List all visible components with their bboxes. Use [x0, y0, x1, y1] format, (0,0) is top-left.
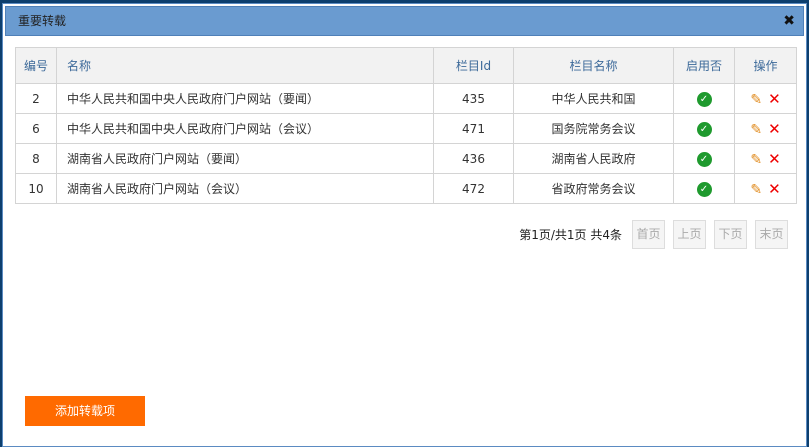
check-circle-icon: ✓: [696, 181, 712, 197]
add-repost-button[interactable]: 添加转载项: [25, 396, 145, 426]
cell-id: 8: [15, 143, 57, 174]
cell-enabled: ✓: [673, 143, 735, 174]
cell-id: 6: [15, 113, 57, 144]
delete-x-icon[interactable]: ✕: [768, 149, 781, 168]
header-enabled: 启用否: [673, 47, 735, 84]
dialog: 重要转载 ✖ 编号 名称 栏目Id 栏目名称 启用否 操作 2 中华人民共和国中…: [2, 3, 807, 447]
cell-enabled: ✓: [673, 83, 735, 114]
prev-page-button[interactable]: 上页: [673, 220, 706, 249]
cell-enabled: ✓: [673, 113, 735, 144]
title-bar: 重要转载 ✖: [5, 6, 804, 36]
delete-x-icon[interactable]: ✕: [768, 89, 781, 108]
cell-id: 10: [15, 173, 57, 204]
header-id: 编号: [15, 47, 57, 84]
check-circle-icon: ✓: [696, 91, 712, 107]
cell-column-name: 国务院常务会议: [513, 113, 674, 144]
cell-column-name: 湖南省人民政府: [513, 143, 674, 174]
table-header-row: 编号 名称 栏目Id 栏目名称 启用否 操作: [15, 47, 797, 84]
check-circle-icon: ✓: [696, 151, 712, 167]
edit-pencil-icon[interactable]: ✎: [750, 181, 763, 198]
check-circle-icon: ✓: [696, 121, 712, 137]
edit-pencil-icon[interactable]: ✎: [750, 91, 763, 108]
cell-column-name: 中华人民共和国: [513, 83, 674, 114]
table-row: 2 中华人民共和国中央人民政府门户网站（要闻） 435 中华人民共和国 ✓ ✎ ✕: [15, 83, 797, 114]
table-row: 10 湖南省人民政府门户网站（会议） 472 省政府常务会议 ✓ ✎ ✕: [15, 173, 797, 204]
cell-actions: ✎ ✕: [734, 113, 797, 144]
cell-actions: ✎ ✕: [734, 143, 797, 174]
cell-id: 2: [15, 83, 57, 114]
cell-name: 湖南省人民政府门户网站（要闻）: [56, 143, 434, 174]
cell-column-name: 省政府常务会议: [513, 173, 674, 204]
last-page-button[interactable]: 末页: [755, 220, 788, 249]
repost-table: 编号 名称 栏目Id 栏目名称 启用否 操作 2 中华人民共和国中央人民政府门户…: [15, 47, 797, 204]
header-column-name: 栏目名称: [513, 47, 674, 84]
cell-actions: ✎ ✕: [734, 83, 797, 114]
pagination: 第1页/共1页 共4条 首页 上页 下页 末页: [519, 220, 788, 249]
next-page-button[interactable]: 下页: [714, 220, 747, 249]
cell-column-id: 472: [433, 173, 514, 204]
dialog-title: 重要转载: [18, 14, 67, 28]
table-row: 8 湖南省人民政府门户网站（要闻） 436 湖南省人民政府 ✓ ✎ ✕: [15, 143, 797, 174]
cell-enabled: ✓: [673, 173, 735, 204]
cell-name: 湖南省人民政府门户网站（会议）: [56, 173, 434, 204]
header-actions: 操作: [734, 47, 797, 84]
delete-x-icon[interactable]: ✕: [768, 179, 781, 198]
delete-x-icon[interactable]: ✕: [768, 119, 781, 138]
cell-name: 中华人民共和国中央人民政府门户网站（会议）: [56, 113, 434, 144]
close-icon[interactable]: ✖: [783, 13, 795, 29]
cell-name: 中华人民共和国中央人民政府门户网站（要闻）: [56, 83, 434, 114]
cell-column-id: 435: [433, 83, 514, 114]
edit-pencil-icon[interactable]: ✎: [750, 121, 763, 138]
first-page-button[interactable]: 首页: [632, 220, 665, 249]
cell-column-id: 436: [433, 143, 514, 174]
table-row: 6 中华人民共和国中央人民政府门户网站（会议） 471 国务院常务会议 ✓ ✎ ✕: [15, 113, 797, 144]
header-column-id: 栏目Id: [433, 47, 514, 84]
cell-actions: ✎ ✕: [734, 173, 797, 204]
header-name: 名称: [56, 47, 434, 84]
page-info: 第1页/共1页 共4条: [519, 228, 622, 242]
edit-pencil-icon[interactable]: ✎: [750, 151, 763, 168]
cell-column-id: 471: [433, 113, 514, 144]
